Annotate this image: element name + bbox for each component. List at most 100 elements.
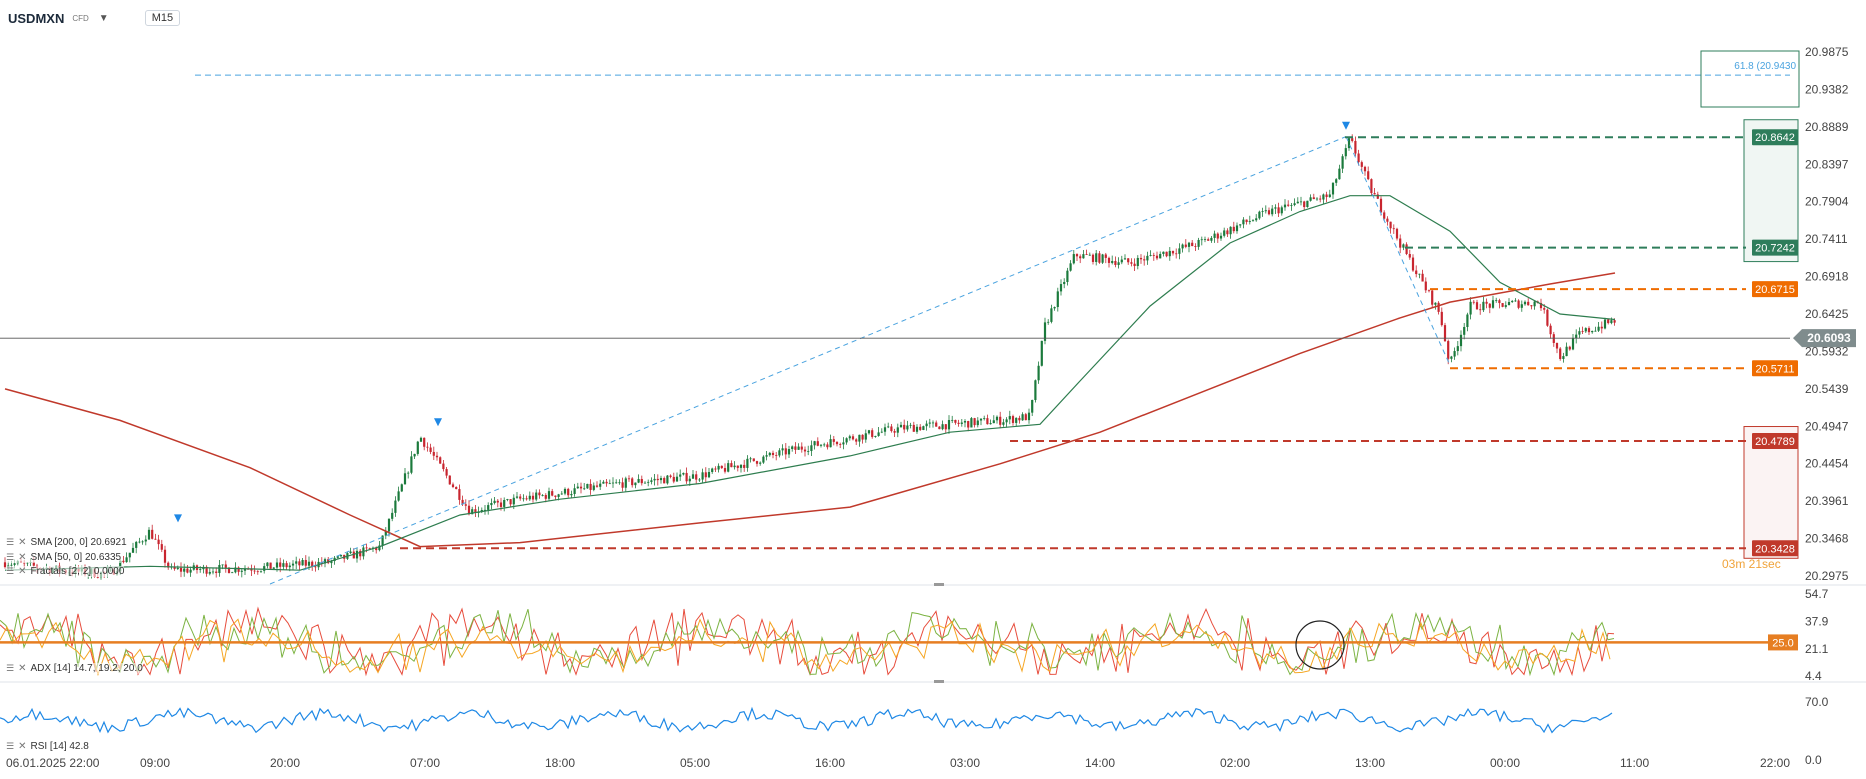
candle-body [528,495,531,500]
candle-body [1088,254,1091,256]
candle-body [714,468,717,470]
chart-toolbar: USDMXN CFD ▼ M15 [8,8,181,28]
close-icon[interactable]: ✕ [18,537,27,548]
candle-body [205,566,208,574]
candle-body [787,449,791,455]
legend-adx: ☰ ✕ ADX [14] 14.7, 19.2, 20.0 [6,663,143,674]
symbol-name[interactable]: USDMXN [8,10,65,26]
candle-body [1226,230,1229,235]
candle-body [391,512,394,519]
instrument-type-badge: CFD [72,13,89,23]
candle-body [1527,301,1530,306]
time-axis-label: 00:00 [1490,756,1520,770]
candle-body [1002,422,1005,425]
candle-body [1447,341,1450,359]
candle-body [423,437,426,447]
candle-body [896,427,899,433]
candle-body [1443,325,1447,342]
pane-resize-handle[interactable] [934,680,944,683]
candle-body [963,421,967,423]
trendline[interactable] [1345,136,1451,366]
close-icon[interactable]: ✕ [18,663,27,674]
candle-body [1229,226,1232,235]
candle-body [519,496,522,499]
candle-body [1568,346,1571,350]
candle-body [467,505,471,515]
candle-body [1613,320,1616,323]
candle-body [666,475,669,484]
legend-fractals-label: Fractals [2, 2] 0.0000 [30,566,125,577]
close-icon[interactable]: ✕ [18,741,27,752]
candle-body [1495,300,1498,302]
settings-icon[interactable]: ☰ [6,663,15,673]
candle-body [403,473,407,485]
candles [3,134,1616,580]
trendline[interactable] [269,136,1347,585]
candle-body [1514,300,1517,302]
candle-body [957,422,960,424]
candle-body [1549,325,1552,335]
candle-body [1539,302,1543,309]
timeframe-selector[interactable]: M15 [144,10,181,26]
candle-body [1459,334,1463,347]
price-tag-tp-bottom [1752,239,1798,256]
candle-body [1488,303,1491,308]
candle-body [1178,248,1181,254]
candle-body [1146,255,1149,261]
candle-body [275,562,279,568]
candle-body [167,562,170,568]
candle-body [439,457,442,464]
candle-body [784,448,787,455]
candle-body [797,446,800,450]
candle-body [1562,356,1565,359]
candle-body [1607,319,1610,324]
candle-body [739,464,743,468]
close-icon[interactable]: ✕ [18,552,27,563]
legend-sma50: ☰ ✕ SMA [50, 0] 20.6335 [6,552,122,563]
candle-body [538,492,541,496]
candle-body [131,547,135,553]
candle-body [307,561,311,566]
candle-body [954,419,957,423]
chevron-down-icon[interactable]: ▼ [98,12,109,24]
price-tag-sl-bottom [1752,540,1798,557]
settings-icon[interactable]: ☰ [6,741,15,751]
candle-body [1274,207,1277,209]
candle-body [845,438,848,443]
candle-body [1200,239,1203,241]
candle-body [1354,140,1357,154]
candle-body [426,446,429,448]
candle-body [759,462,762,464]
candle-body [1523,301,1527,305]
candle-body [979,418,983,421]
time-axis-label: 11:00 [1620,756,1649,770]
adx-minus-di-line [0,606,1615,677]
settings-icon[interactable]: ☰ [6,537,15,547]
price-tag-orange-lower [1752,360,1798,377]
candle-body [141,541,144,543]
candle-body [1312,197,1315,200]
settings-icon[interactable]: ☰ [6,552,15,562]
candle-body [653,478,656,481]
candle-body [1299,201,1303,203]
candle-body [778,450,781,456]
candle-body [730,463,733,468]
candle-body [1207,239,1210,241]
candle-body [743,464,746,468]
candle-body [976,420,979,426]
settings-icon[interactable]: ☰ [6,566,15,576]
candle-body [1239,224,1242,226]
time-axis-label: 22:00 [1760,756,1790,770]
candle-body [1248,221,1251,223]
candle-body [154,538,157,540]
candle-body [413,453,416,457]
candle-body [304,559,307,566]
candle-body [1591,330,1594,333]
pane-resize-handle[interactable] [934,583,944,586]
candle-body [551,491,554,496]
candle-body [1383,212,1386,219]
candle-body [1187,242,1191,247]
candle-body [1408,254,1411,258]
close-icon[interactable]: ✕ [18,566,27,577]
